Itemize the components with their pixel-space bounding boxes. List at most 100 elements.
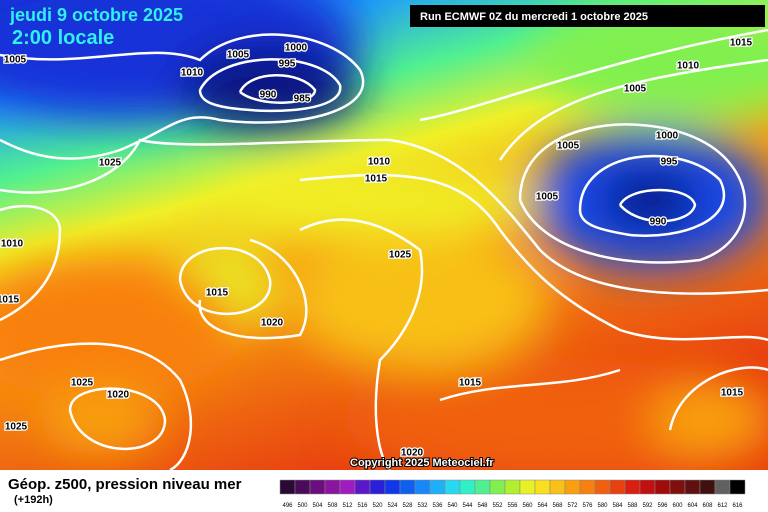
- footer-lead: (+192h): [14, 494, 53, 506]
- isobar-label: 1020: [107, 390, 130, 401]
- isobar-label: 1025: [99, 158, 122, 169]
- legend-label: 616: [732, 503, 743, 509]
- legend-swatch: [714, 479, 731, 495]
- legend-swatch: [414, 479, 431, 495]
- isobars: [0, 28, 768, 470]
- isobar-label: 1015: [0, 295, 20, 306]
- isobar-label: 1005: [557, 141, 580, 152]
- legend-label: 508: [327, 503, 338, 509]
- isobar-label: 1025: [5, 422, 28, 433]
- isobar-label: 995: [279, 59, 296, 70]
- isobar-label: 1015: [365, 174, 388, 185]
- isobar-label: 1020: [261, 318, 284, 329]
- legend-label: 540: [447, 503, 458, 509]
- isobar-label: 1000: [285, 43, 308, 54]
- color-legend: 496 500 504 508 512 516 520 524 528 532 536 540 544 5…: [279, 479, 746, 509]
- legend-swatch: [294, 479, 311, 495]
- isobar-label: 1025: [71, 378, 94, 389]
- isobar-label: 995: [661, 157, 678, 168]
- legend-label: 584: [612, 503, 623, 509]
- legend-swatch: [474, 479, 491, 495]
- legend-label: 560: [522, 503, 533, 509]
- legend-label: 604: [687, 503, 698, 509]
- isobar-label: 1015: [206, 288, 229, 299]
- legend-swatch: [399, 479, 416, 495]
- isobar-label: 1025: [389, 250, 412, 261]
- legend-swatch: [729, 479, 746, 495]
- legend-label: 552: [492, 503, 503, 509]
- legend-swatch: [369, 479, 386, 495]
- run-box: [410, 5, 765, 27]
- isobar-label: 1000: [656, 131, 679, 142]
- legend-swatch: [624, 479, 641, 495]
- legend-label: 504: [312, 503, 323, 509]
- legend-label: 524: [387, 503, 398, 509]
- legend-label: 588: [627, 503, 638, 509]
- legend-label: 600: [672, 503, 683, 509]
- isobar-label: 1010: [181, 68, 204, 79]
- legend-swatch: [519, 479, 536, 495]
- legend-swatch: [534, 479, 551, 495]
- isobar-label: 1005: [536, 192, 559, 203]
- legend-label: 592: [642, 503, 653, 509]
- isobar-label: 1015: [459, 378, 482, 389]
- isobar-label: 1010: [368, 157, 391, 168]
- isobar-label: 985: [294, 94, 311, 105]
- legend-swatch: [444, 479, 461, 495]
- legend-label: 576: [582, 503, 593, 509]
- legend-swatch: [669, 479, 686, 495]
- legend-swatch: [699, 479, 716, 495]
- legend-swatch: [279, 479, 296, 495]
- time: 2:00 locale: [12, 27, 114, 49]
- legend-swatch: [384, 479, 401, 495]
- isobar-label: 1020: [401, 448, 424, 459]
- legend-swatch: [339, 479, 356, 495]
- legend-swatch: [309, 479, 326, 495]
- legend-swatch: [504, 479, 521, 495]
- legend-label: 596: [657, 503, 668, 509]
- legend-label: 496: [282, 503, 293, 509]
- legend-swatch: [354, 479, 371, 495]
- legend-label: 568: [552, 503, 563, 509]
- legend-label: 516: [357, 503, 368, 509]
- isobar-labels: 1005 1005 1000 995 1010 990 985 1025 101…: [0, 36, 754, 460]
- legend-label: 500: [297, 503, 308, 509]
- legend-swatch: [609, 479, 626, 495]
- isobar-label: 990: [650, 217, 667, 228]
- isobar-label: 1005: [227, 50, 250, 61]
- legend-swatch: [489, 479, 506, 495]
- legend-swatch: [684, 479, 701, 495]
- date: jeudi 9 octobre 2025: [9, 5, 183, 25]
- legend-swatch: [564, 479, 581, 495]
- isobar-label: 1005: [4, 55, 27, 66]
- legend-label: 556: [507, 503, 518, 509]
- isobar-label: 1010: [1, 239, 24, 250]
- legend-label: 544: [462, 503, 473, 509]
- legend-label: 564: [537, 503, 548, 509]
- legend-swatch: [654, 479, 671, 495]
- legend-swatch: [324, 479, 341, 495]
- legend-label: 512: [342, 503, 353, 509]
- legend-swatch: [594, 479, 611, 495]
- legend-swatch: [579, 479, 596, 495]
- isobar-label: 1015: [730, 38, 753, 49]
- legend-label: 580: [597, 503, 608, 509]
- legend-swatch: [459, 479, 476, 495]
- map: 1005 1005 1000 995 1010 990 985 1025 101…: [0, 0, 768, 470]
- legend-label: 612: [717, 503, 728, 509]
- legend-swatch: [639, 479, 656, 495]
- isobar-label: 1005: [624, 84, 647, 95]
- legend-label: 528: [402, 503, 413, 509]
- legend-label: 532: [417, 503, 428, 509]
- run-info: Run ECMWF 0Z du mercredi 1 octobre 2025: [420, 11, 648, 23]
- isobar-label: 1015: [721, 388, 744, 399]
- isobar-label: 990: [260, 90, 277, 101]
- legend-label: 536: [432, 503, 443, 509]
- legend-label: 572: [567, 503, 578, 509]
- legend-label: 608: [702, 503, 713, 509]
- legend-swatch: [549, 479, 566, 495]
- legend-swatch: [429, 479, 446, 495]
- copyright: Copyright 2025 Meteociel.fr: [350, 457, 494, 469]
- legend-label: 520: [372, 503, 383, 509]
